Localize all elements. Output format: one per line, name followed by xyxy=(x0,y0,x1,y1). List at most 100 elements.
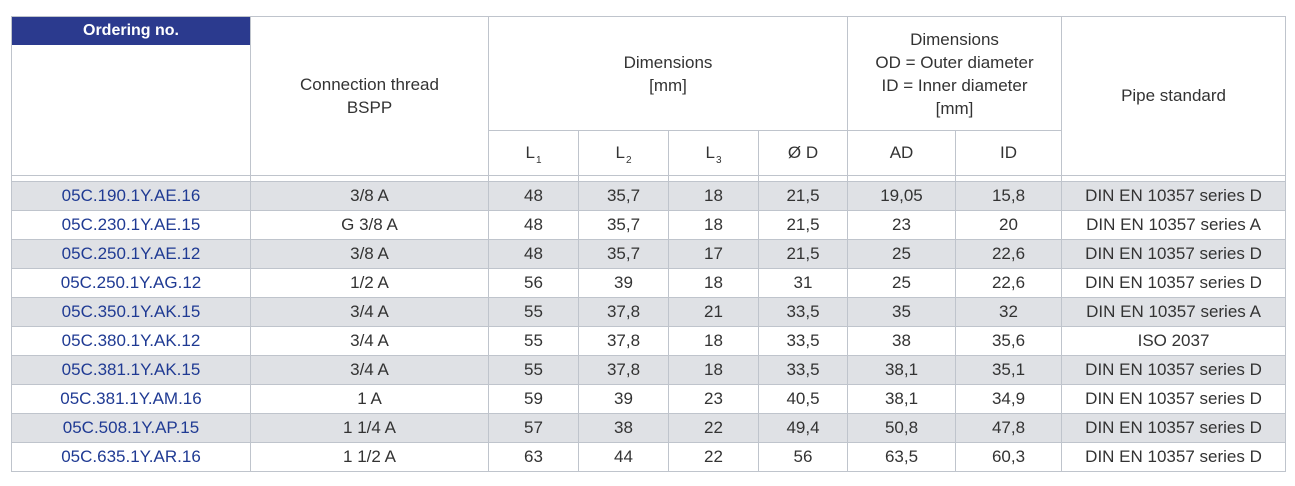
dim-l3: 23 xyxy=(668,384,759,414)
connection-thread: 1 1/4 A xyxy=(250,413,489,443)
ad-label: AD xyxy=(889,143,914,162)
connection-thread-sublabel: BSPP xyxy=(346,98,393,117)
dim-id: 22,6 xyxy=(954,239,1063,269)
connection-thread: 3/8 A xyxy=(250,181,489,211)
dim-l1: 57 xyxy=(488,413,579,443)
l3-header: L3 xyxy=(668,130,759,176)
dim-ad: 38 xyxy=(847,326,956,356)
diameter-dimensions-label: Dimensions xyxy=(910,29,999,49)
dimensions-unit: [mm] xyxy=(649,75,687,95)
id-label: ID xyxy=(1000,143,1017,162)
dim-l3: 18 xyxy=(668,326,759,356)
connection-thread: G 3/8 A xyxy=(250,210,489,240)
dim-l1: 59 xyxy=(488,384,579,414)
dim-l2: 35,7 xyxy=(578,181,669,211)
pipe-standard: DIN EN 10357 series A xyxy=(1061,297,1287,327)
connection-thread: 1 1/2 A xyxy=(250,442,489,472)
dim-od: 33,5 xyxy=(758,297,848,327)
dim-l2: 38 xyxy=(578,413,669,443)
ad-header: AD xyxy=(847,130,956,176)
table-row: 05C.250.1Y.AE.12 3/8 A 48 35,7 17 21,5 25 22,6 D… xyxy=(11,239,1287,269)
ordering-code: 05C.250.1Y.AE.12 xyxy=(11,239,251,269)
dim-l1: 56 xyxy=(488,268,579,298)
pipe-standard: DIN EN 10357 series D xyxy=(1061,181,1287,211)
dim-id: 34,9 xyxy=(954,384,1063,414)
l1-header: L1 xyxy=(488,130,579,176)
dim-od: 49,4 xyxy=(758,413,848,443)
dim-ad: 38,1 xyxy=(847,355,956,385)
table-row: 05C.350.1Y.AK.15 3/4 A 55 37,8 21 33,5 35 32 DIN… xyxy=(11,297,1287,327)
pipe-standard: DIN EN 10357 series D xyxy=(1061,239,1287,269)
l3-subscript: 3 xyxy=(715,155,722,166)
dim-l3: 22 xyxy=(668,442,759,472)
ordering-code: 05C.230.1Y.AE.15 xyxy=(11,210,251,240)
dim-od: 21,5 xyxy=(758,181,848,211)
dim-od: 21,5 xyxy=(758,239,848,269)
dim-l3: 21 xyxy=(668,297,759,327)
pipe-standard-header: Pipe standard xyxy=(1061,16,1287,176)
table-row: 05C.190.1Y.AE.16 3/8 A 48 35,7 18 21,5 19,05 15… xyxy=(11,181,1287,211)
ordering-code: 05C.508.1Y.AP.15 xyxy=(11,413,251,443)
connection-thread: 3/8 A xyxy=(250,239,489,269)
id-definition: ID = Inner diameter xyxy=(881,75,1028,95)
ordering-code: 05C.381.1Y.AK.15 xyxy=(11,355,251,385)
dim-od: 33,5 xyxy=(758,355,848,385)
dim-ad: 35 xyxy=(847,297,956,327)
dim-l3: 18 xyxy=(668,181,759,211)
connection-thread: 3/4 A xyxy=(250,297,489,327)
dim-l2: 39 xyxy=(578,268,669,298)
connection-thread-label: Connection thread xyxy=(300,75,439,94)
pipe-standard: DIN EN 10357 series D xyxy=(1061,268,1287,298)
dim-ad: 50,8 xyxy=(847,413,956,443)
l3-label: L xyxy=(705,143,715,162)
dim-ad: 38,1 xyxy=(847,384,956,414)
pipe-standard: DIN EN 10357 series D xyxy=(1061,442,1287,472)
subheader-row: L1 L2 L3 Ø D AD ID xyxy=(12,130,1286,176)
dim-od: 40,5 xyxy=(758,384,848,414)
dim-ad: 63,5 xyxy=(847,442,956,472)
dim-l3: 18 xyxy=(668,210,759,240)
dim-id: 22,6 xyxy=(954,268,1063,298)
id-header: ID xyxy=(954,130,1063,176)
dim-l1: 48 xyxy=(488,239,579,269)
dim-l3: 22 xyxy=(668,413,759,443)
dim-id: 32 xyxy=(954,297,1063,327)
diameter-unit: [mm] xyxy=(935,98,974,118)
diameter-dimensions-header: Dimensions OD = Outer diameter ID = Inne… xyxy=(846,16,1063,131)
dim-id: 60,3 xyxy=(954,442,1063,472)
dim-od: 56 xyxy=(758,442,848,472)
dim-l1: 48 xyxy=(488,181,579,211)
dim-id: 15,8 xyxy=(954,181,1063,211)
dim-ad: 19,05 xyxy=(847,181,956,211)
ordering-no-header: Ordering no. xyxy=(11,16,251,176)
table-row: 05C.635.1Y.AR.16 1 1/2 A 63 44 22 56 63,5 60,3 D… xyxy=(11,442,1287,472)
ordering-code: 05C.380.1Y.AK.12 xyxy=(11,326,251,356)
dim-l3: 18 xyxy=(668,355,759,385)
od-definition: OD = Outer diameter xyxy=(875,52,1034,72)
dimensions-label: Dimensions xyxy=(623,52,713,72)
connection-thread: 1/2 A xyxy=(250,268,489,298)
l2-subscript: 2 xyxy=(625,155,632,166)
dim-od: 33,5 xyxy=(758,326,848,356)
dim-ad: 25 xyxy=(847,268,956,298)
dim-l2: 37,8 xyxy=(578,297,669,327)
pipe-standard: DIN EN 10357 series D xyxy=(1061,384,1287,414)
ordering-code: 05C.190.1Y.AE.16 xyxy=(11,181,251,211)
dim-id: 47,8 xyxy=(954,413,1063,443)
dim-l2: 37,8 xyxy=(578,355,669,385)
dim-l3: 18 xyxy=(668,268,759,298)
dim-id: 35,6 xyxy=(954,326,1063,356)
od-header: Ø D xyxy=(758,130,848,176)
dim-id: 20 xyxy=(954,210,1063,240)
pipe-standard: DIN EN 10357 series A xyxy=(1061,210,1287,240)
dim-od: 21,5 xyxy=(758,210,848,240)
table-row: 05C.380.1Y.AK.12 3/4 A 55 37,8 18 33,5 38 35,6 I… xyxy=(11,326,1287,356)
dim-l1: 55 xyxy=(488,297,579,327)
dim-l1: 55 xyxy=(488,355,579,385)
connection-thread: 3/4 A xyxy=(250,355,489,385)
od-label: Ø D xyxy=(787,143,819,162)
ordering-code: 05C.635.1Y.AR.16 xyxy=(11,442,251,472)
l1-label: L xyxy=(525,143,535,162)
dim-l2: 44 xyxy=(578,442,669,472)
table-row: 05C.508.1Y.AP.15 1 1/4 A 57 38 22 49,4 50,8 47,… xyxy=(11,413,1287,443)
